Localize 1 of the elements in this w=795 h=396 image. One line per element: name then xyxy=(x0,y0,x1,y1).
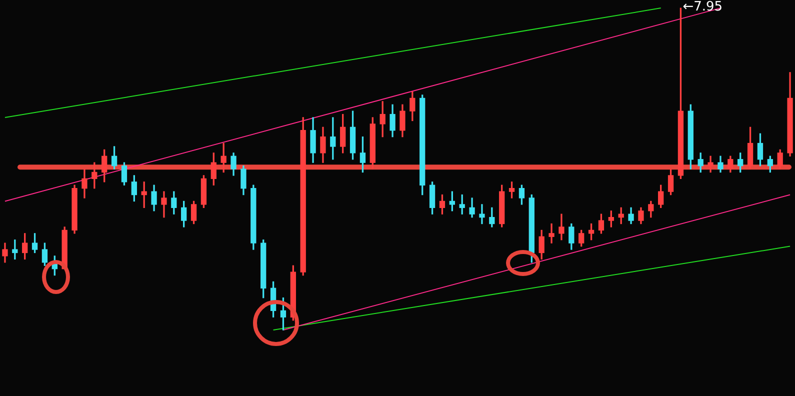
annotation: ←7.95 xyxy=(682,0,723,14)
